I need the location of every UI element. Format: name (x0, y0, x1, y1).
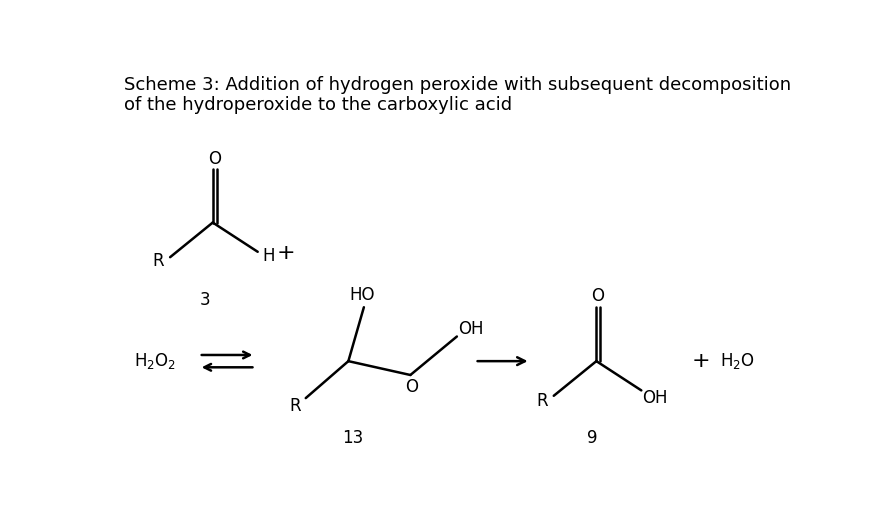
Text: Scheme 3: Addition of hydrogen peroxide with subsequent decomposition: Scheme 3: Addition of hydrogen peroxide … (124, 76, 791, 94)
Text: +: + (277, 243, 296, 263)
Text: R: R (152, 252, 164, 270)
Text: 3: 3 (200, 291, 211, 309)
Text: OH: OH (642, 389, 668, 407)
Text: H: H (263, 246, 275, 265)
Text: O: O (405, 378, 418, 396)
Text: H$_2$O: H$_2$O (720, 351, 755, 371)
Text: O: O (591, 287, 605, 305)
Text: R: R (537, 392, 548, 410)
Text: 13: 13 (341, 429, 363, 447)
Text: H$_2$O$_2$: H$_2$O$_2$ (134, 351, 176, 371)
Text: 9: 9 (587, 429, 598, 447)
Text: HO: HO (349, 286, 375, 304)
Text: of the hydroperoxide to the carboxylic acid: of the hydroperoxide to the carboxylic a… (124, 96, 512, 114)
Text: OH: OH (458, 320, 484, 338)
Text: +: + (692, 351, 711, 371)
Text: R: R (290, 397, 301, 415)
Text: O: O (208, 150, 220, 168)
